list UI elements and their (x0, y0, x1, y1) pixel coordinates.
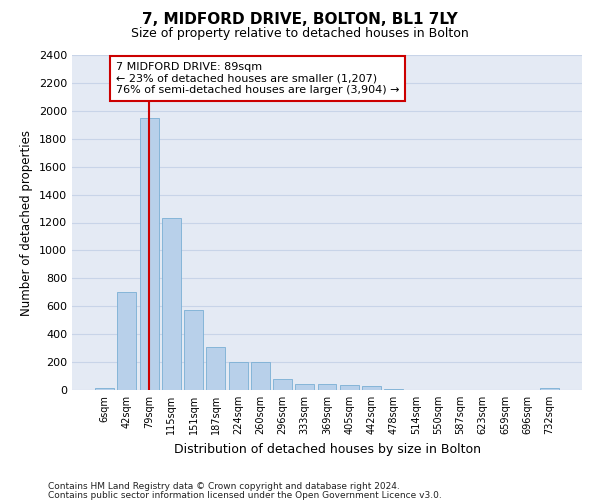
Bar (362, 386, 381, 390)
Text: Size of property relative to detached houses in Bolton: Size of property relative to detached ho… (131, 28, 469, 40)
Bar (340, 385, 359, 390)
Bar (206, 348, 225, 390)
Bar (251, 362, 270, 390)
Bar (273, 379, 292, 390)
Text: 7 MIDFORD DRIVE: 89sqm
← 23% of detached houses are smaller (1,207)
76% of semi-: 7 MIDFORD DRIVE: 89sqm ← 23% of detached… (116, 62, 399, 95)
Bar (184, 310, 203, 390)
Bar (229, 362, 248, 390)
Bar (540, 388, 559, 390)
Text: Contains public sector information licensed under the Open Government Licence v3: Contains public sector information licen… (48, 490, 442, 500)
Bar (140, 118, 158, 390)
Bar (317, 384, 337, 390)
Text: 7, MIDFORD DRIVE, BOLTON, BL1 7LY: 7, MIDFORD DRIVE, BOLTON, BL1 7LY (142, 12, 458, 28)
Y-axis label: Number of detached properties: Number of detached properties (20, 130, 34, 316)
Bar (95, 388, 114, 390)
Bar (118, 292, 136, 390)
Text: Contains HM Land Registry data © Crown copyright and database right 2024.: Contains HM Land Registry data © Crown c… (48, 482, 400, 491)
Bar (295, 384, 314, 390)
X-axis label: Distribution of detached houses by size in Bolton: Distribution of detached houses by size … (173, 442, 481, 456)
Bar (162, 218, 181, 390)
